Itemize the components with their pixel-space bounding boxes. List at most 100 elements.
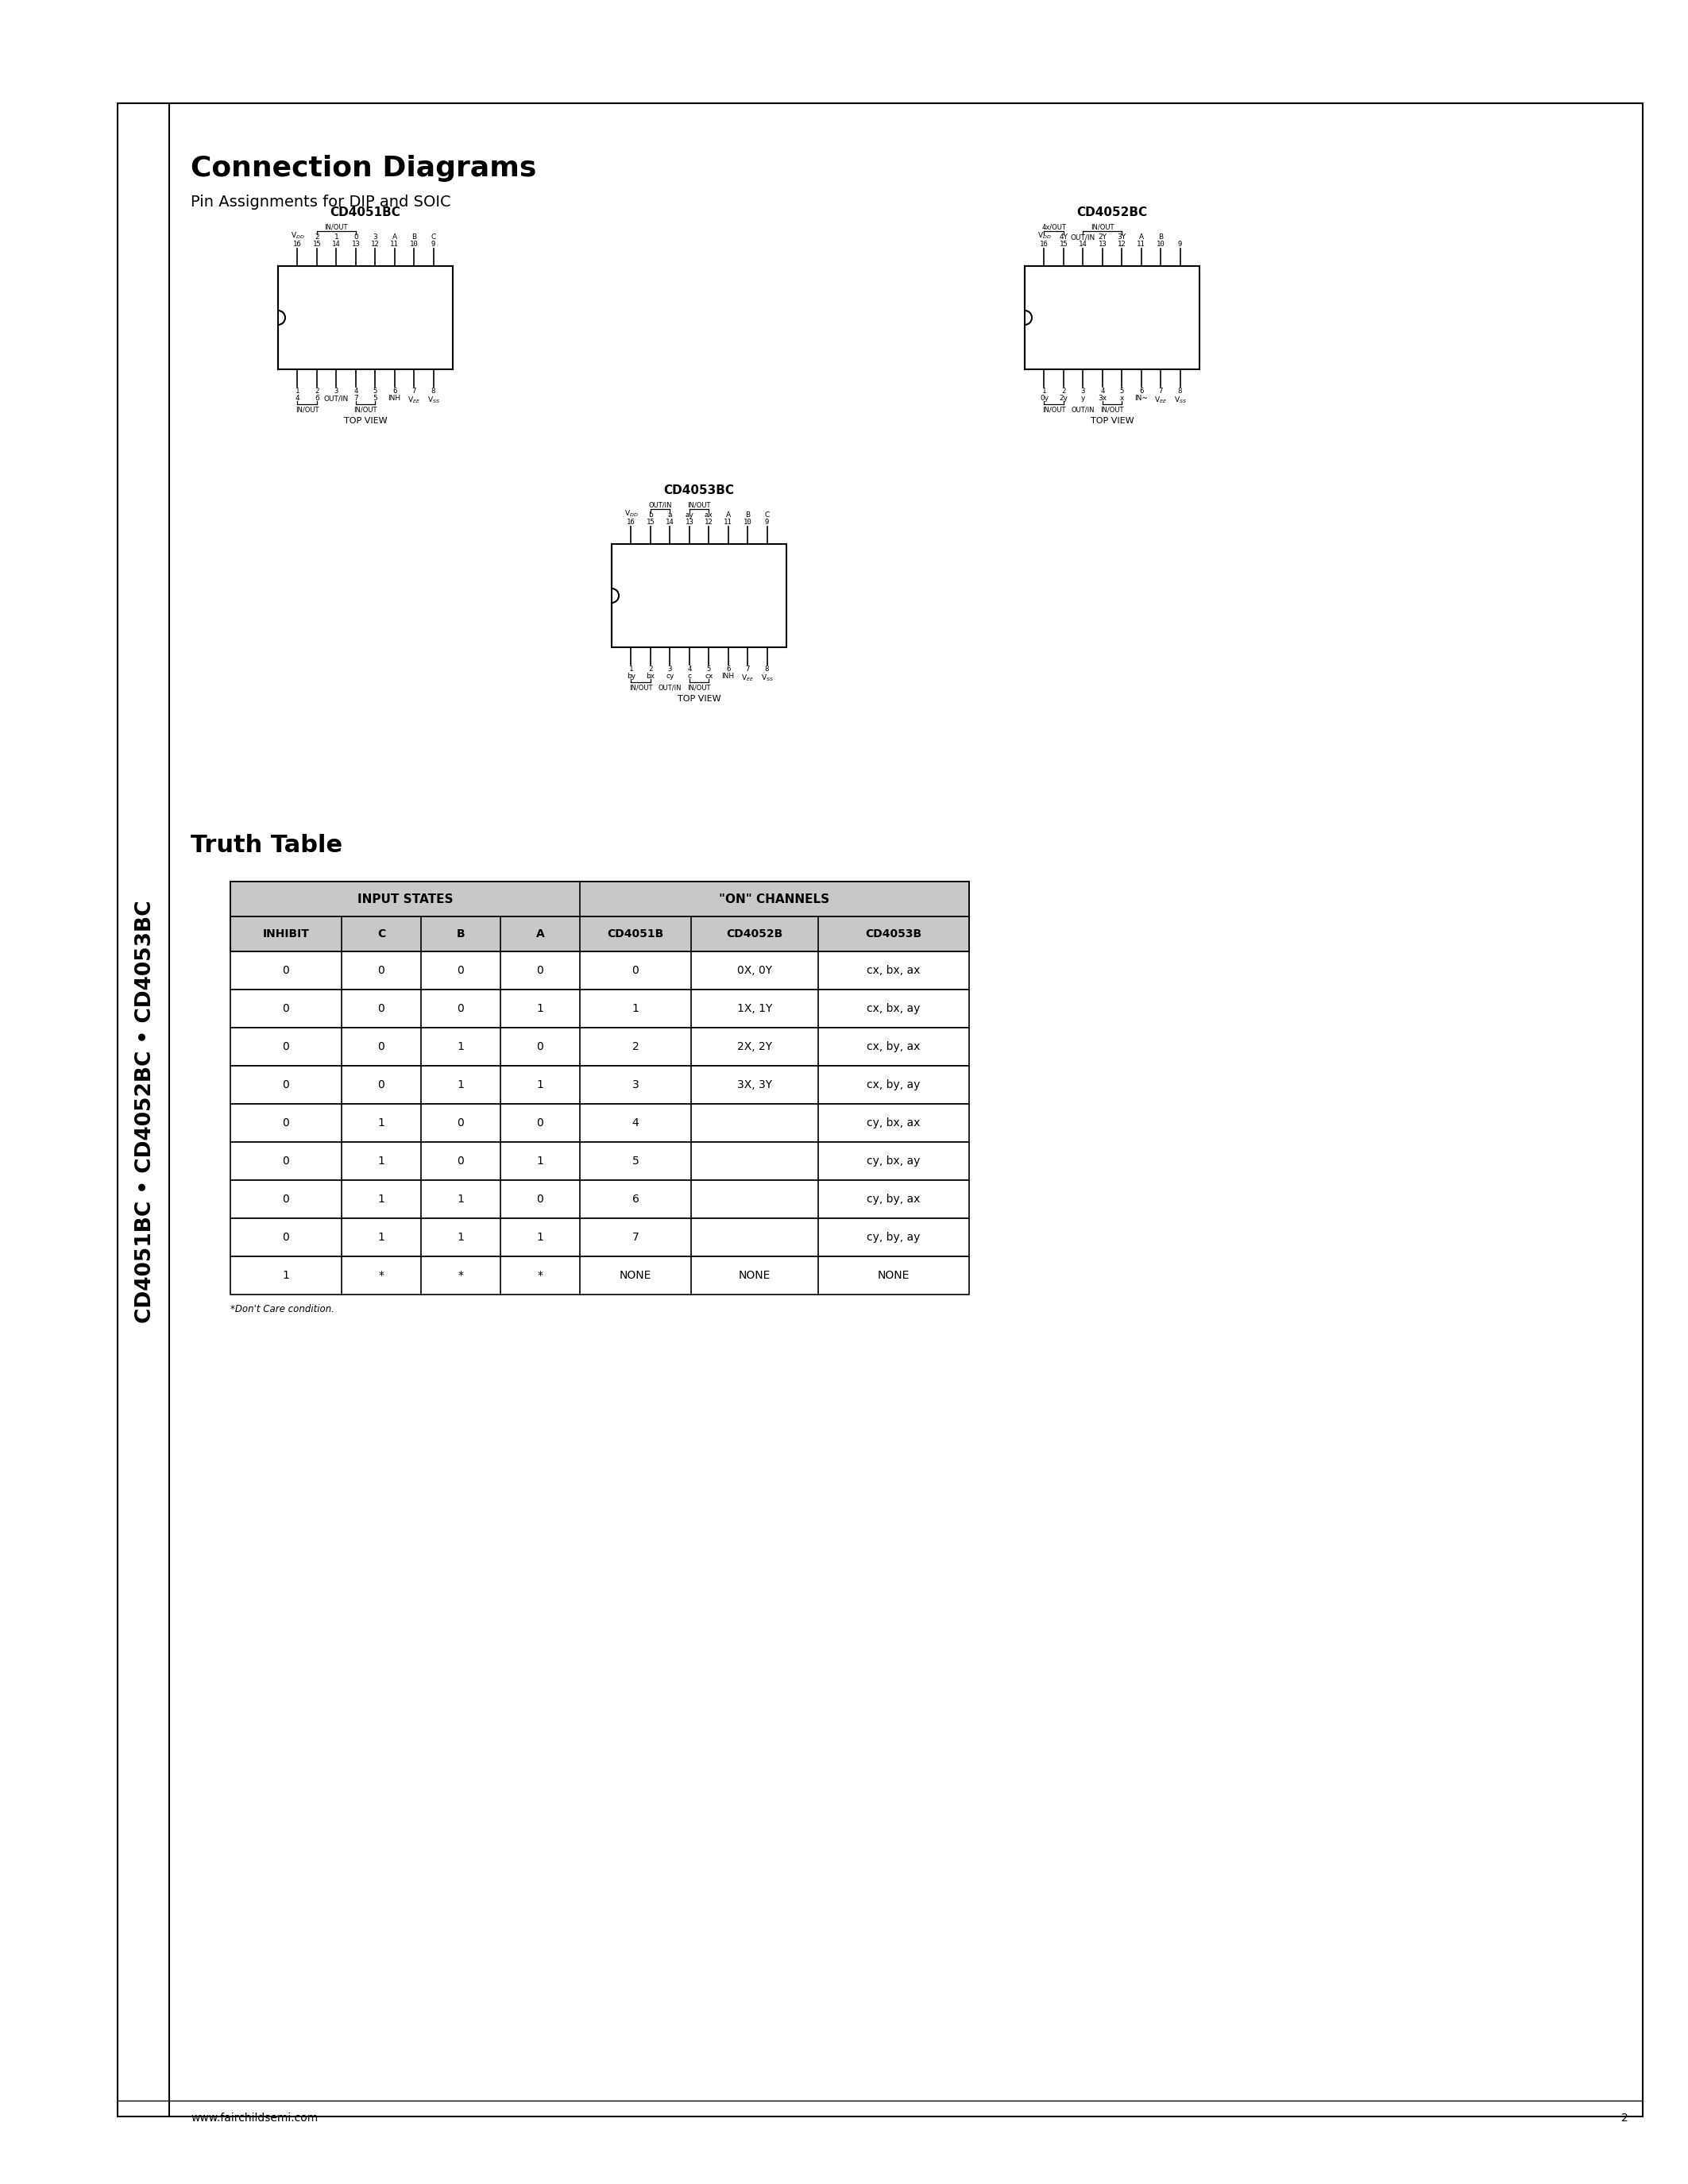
Text: cy, by, ay: cy, by, ay [868,1232,920,1243]
Text: INH: INH [722,673,734,679]
Text: cx, bx, ax: cx, bx, ax [868,965,920,976]
Text: 0y: 0y [1040,395,1048,402]
Text: 15: 15 [647,518,655,526]
Text: 1: 1 [457,1042,464,1053]
Text: *: * [537,1269,544,1282]
Bar [230,1142,969,1179]
Text: 1X, 1Y: 1X, 1Y [738,1002,773,1013]
Bar [230,1029,969,1066]
Text: 11: 11 [1138,240,1146,247]
Text: c: c [687,673,692,679]
Text: CD4051BC: CD4051BC [331,207,400,218]
Text: B: B [1158,234,1163,240]
Text: *Don't Care condition.: *Don't Care condition. [230,1304,334,1315]
Bar [230,1179,969,1219]
Text: 3: 3 [668,666,672,673]
Text: 3x: 3x [1097,395,1107,402]
Text: IN/OUT: IN/OUT [1101,406,1124,413]
Text: 3: 3 [334,387,338,395]
Text: 7: 7 [631,1232,640,1243]
Text: TOP VIEW: TOP VIEW [677,695,721,703]
Text: V$_{EE}$: V$_{EE}$ [741,673,755,684]
Text: 4: 4 [353,387,358,395]
Text: 6: 6 [314,395,319,402]
Text: cy, bx, ax: cy, bx, ax [868,1118,920,1129]
Text: OUT/IN: OUT/IN [648,500,672,509]
Text: 13: 13 [1099,240,1107,247]
Text: 13: 13 [685,518,694,526]
Text: 10: 10 [743,518,751,526]
Bar [230,1256,969,1295]
Text: 8: 8 [765,666,770,673]
Text: 4: 4 [687,666,692,673]
Text: 0: 0 [457,1002,464,1013]
Text: b: b [648,511,653,518]
Text: A: A [392,234,397,240]
Text: 0: 0 [537,1195,544,1206]
Text: 0: 0 [282,1042,289,1053]
Text: 0: 0 [282,1232,289,1243]
Text: 0: 0 [537,1042,544,1053]
Text: IN/OUT: IN/OUT [630,684,653,690]
Text: cy: cy [665,673,674,679]
Text: 1: 1 [457,1232,464,1243]
Text: 6: 6 [1139,387,1143,395]
Bar [230,1219,969,1256]
Text: 6: 6 [726,666,731,673]
Text: cx, by, ay: cx, by, ay [868,1079,920,1090]
Bar [230,952,969,989]
Text: x: x [1119,395,1124,402]
Text: 10: 10 [410,240,419,247]
Text: 1: 1 [1041,387,1047,395]
Text: 1: 1 [282,1269,290,1282]
Text: cy, bx, ay: cy, bx, ay [868,1155,920,1166]
Text: 7: 7 [746,666,749,673]
Bar [230,1103,969,1142]
Text: IN/OUT: IN/OUT [687,684,711,690]
Text: 1: 1 [537,1002,544,1013]
Text: 16: 16 [1040,240,1048,247]
Text: 8: 8 [1178,387,1182,395]
Text: 5: 5 [1119,387,1124,395]
Text: OUT/IN: OUT/IN [658,684,682,690]
Text: NONE: NONE [739,1269,771,1282]
Text: 1: 1 [378,1118,385,1129]
Text: V$_{SS}$: V$_{SS}$ [1173,395,1187,404]
Text: cy, by, ax: cy, by, ax [868,1195,920,1206]
Text: 0: 0 [378,1079,385,1090]
Text: IN/OUT: IN/OUT [1090,223,1114,229]
Text: 2: 2 [314,234,319,240]
Text: 1: 1 [537,1155,544,1166]
Text: 9: 9 [765,518,770,526]
Text: INHIBIT: INHIBIT [263,928,309,939]
Text: cx: cx [704,673,712,679]
Text: V$_{DD}$: V$_{DD}$ [625,509,638,518]
Text: 6: 6 [631,1195,640,1206]
Text: 0: 0 [282,1195,289,1206]
Text: 1: 1 [457,1195,464,1206]
Text: 0: 0 [282,1002,289,1013]
Text: cx, bx, ay: cx, bx, ay [868,1002,920,1013]
Text: ax: ax [704,511,712,518]
Text: 0: 0 [457,1118,464,1129]
Text: 2X, 2Y: 2X, 2Y [738,1042,771,1053]
Text: TOP VIEW: TOP VIEW [344,417,387,426]
Text: by: by [626,673,635,679]
Text: INPUT STATES: INPUT STATES [358,893,452,904]
Text: 14: 14 [1079,240,1087,247]
Text: 2: 2 [631,1042,640,1053]
Text: *: * [378,1269,385,1282]
Text: 11: 11 [390,240,398,247]
Text: 14: 14 [333,240,341,247]
Text: CD4053B: CD4053B [866,928,922,939]
Text: 1: 1 [537,1232,544,1243]
Bar [230,1066,969,1103]
Text: 1: 1 [378,1195,385,1206]
Text: 3Y: 3Y [1117,234,1126,240]
Bar [611,544,787,646]
Text: 8: 8 [430,387,436,395]
Text: 6: 6 [392,387,397,395]
Text: y: y [1080,395,1085,402]
Text: V$_{EE}$: V$_{EE}$ [407,395,420,404]
Text: 2: 2 [1062,387,1065,395]
